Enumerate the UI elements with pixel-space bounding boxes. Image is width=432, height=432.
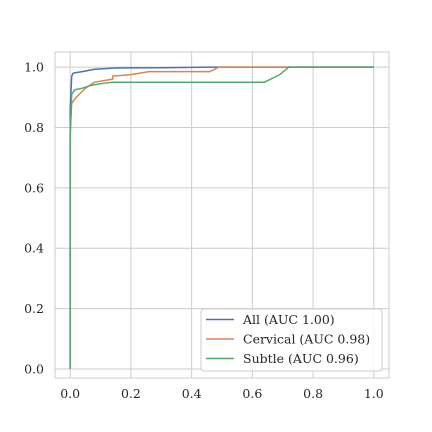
y-tick-label: 0.0 [24, 361, 44, 376]
x-tick-label: 0.2 [121, 386, 141, 401]
x-tick-label: 0.6 [242, 386, 262, 401]
legend: All (AUC 1.00) Cervical (AUC 0.98) Subtle … [200, 308, 383, 372]
x-tick-label: 0.4 [182, 386, 202, 401]
series-lines [69, 66, 374, 369]
legend-label: Cervical (AUC 0.98) [243, 332, 370, 347]
x-tick-labels: 0.0 0.2 0.4 0.6 0.8 1.0 [60, 386, 384, 401]
legend-label: Subtle (AUC 0.96) [243, 351, 359, 366]
series-line-1 [69, 66, 374, 369]
y-tick-label: 0.8 [24, 120, 44, 135]
y-tick-label: 1.0 [24, 60, 44, 75]
legend-label: All (AUC 1.00) [242, 312, 335, 327]
y-tick-label: 0.6 [24, 180, 44, 195]
legend-box [200, 308, 383, 372]
y-tick-label: 0.2 [24, 301, 44, 316]
x-tick-label: 0.0 [60, 386, 80, 401]
x-tick-label: 0.8 [303, 386, 323, 401]
series-line-0 [69, 66, 374, 369]
series-line-2 [69, 66, 374, 369]
x-tick-label: 1.0 [364, 386, 384, 401]
y-tick-labels: 0.0 0.2 0.4 0.6 0.8 1.0 [24, 60, 44, 377]
y-tick-label: 0.4 [24, 241, 44, 256]
grid [55, 52, 389, 378]
plot-frame [54, 51, 390, 379]
